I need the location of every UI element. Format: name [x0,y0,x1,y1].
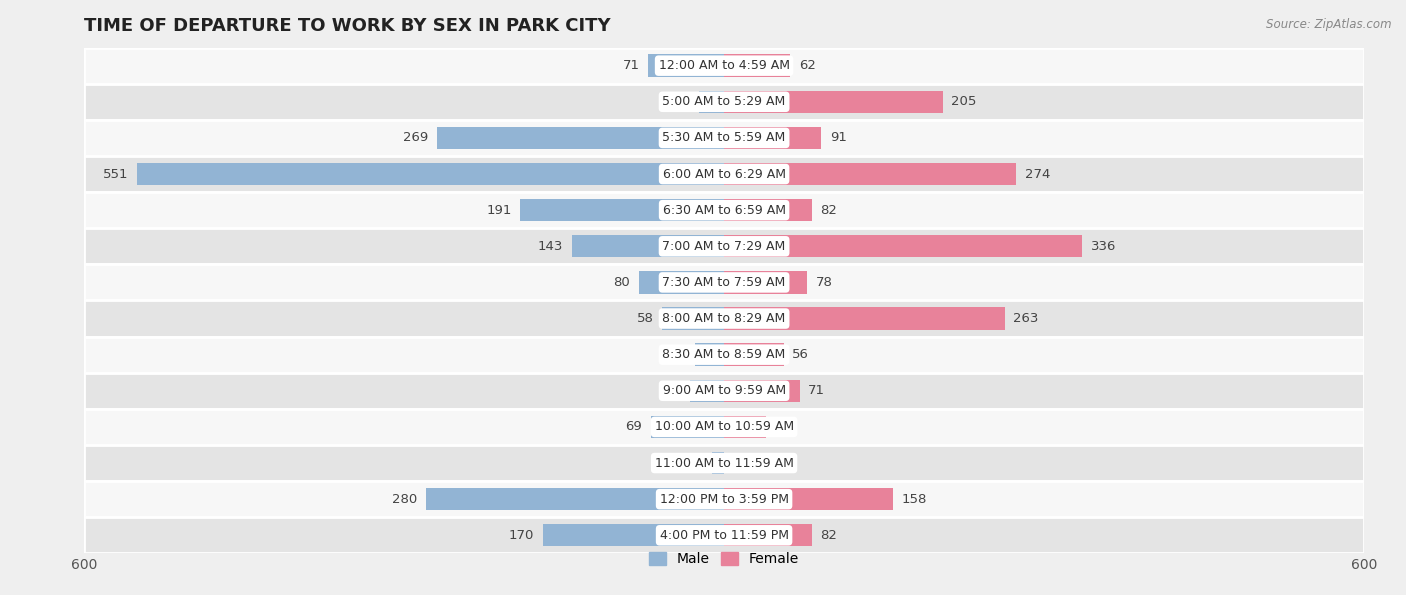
Bar [84,445,1364,481]
Bar [84,192,1364,228]
Text: 82: 82 [820,529,837,542]
Bar [724,524,811,546]
Text: 58: 58 [637,312,654,325]
Bar [724,235,1083,258]
Bar [84,84,1364,120]
Bar [724,127,821,149]
Bar [84,337,1364,372]
Text: 7:00 AM to 7:29 AM: 7:00 AM to 7:29 AM [662,240,786,253]
Bar [662,308,724,330]
Bar [136,163,724,185]
Text: 12:00 PM to 3:59 PM: 12:00 PM to 3:59 PM [659,493,789,506]
Text: 32: 32 [665,384,682,397]
Bar [84,228,1364,264]
Text: 39: 39 [775,421,792,433]
Text: 69: 69 [626,421,643,433]
Bar [638,271,724,293]
Bar [84,300,1364,337]
Text: 158: 158 [901,493,927,506]
Text: 8:00 AM to 8:29 AM: 8:00 AM to 8:29 AM [662,312,786,325]
Text: 24: 24 [673,95,690,108]
Text: 263: 263 [1014,312,1039,325]
Text: 5:30 AM to 5:59 AM: 5:30 AM to 5:59 AM [662,131,786,145]
Text: 9:00 AM to 9:59 AM: 9:00 AM to 9:59 AM [662,384,786,397]
Text: 8:30 AM to 8:59 AM: 8:30 AM to 8:59 AM [662,348,786,361]
Text: 6:30 AM to 6:59 AM: 6:30 AM to 6:59 AM [662,203,786,217]
Bar [520,199,724,221]
Text: Source: ZipAtlas.com: Source: ZipAtlas.com [1267,18,1392,31]
Bar [690,380,724,402]
Bar [724,90,942,113]
Text: 5:00 AM to 5:29 AM: 5:00 AM to 5:29 AM [662,95,786,108]
Bar [84,409,1364,445]
Text: 12:00 AM to 4:59 AM: 12:00 AM to 4:59 AM [658,59,790,72]
Text: 71: 71 [808,384,825,397]
Bar [724,199,811,221]
Text: 80: 80 [613,276,630,289]
Bar [572,235,724,258]
Bar [724,380,800,402]
Bar [84,481,1364,517]
Bar [724,271,807,293]
Bar [724,416,766,438]
Text: TIME OF DEPARTURE TO WORK BY SEX IN PARK CITY: TIME OF DEPARTURE TO WORK BY SEX IN PARK… [84,17,612,35]
Text: 274: 274 [1025,168,1050,180]
Text: 7:30 AM to 7:59 AM: 7:30 AM to 7:59 AM [662,276,786,289]
Text: 27: 27 [669,348,686,361]
Bar [84,372,1364,409]
Text: 0: 0 [733,456,741,469]
Bar [724,308,1004,330]
Bar [437,127,724,149]
Text: 4:00 PM to 11:59 PM: 4:00 PM to 11:59 PM [659,529,789,542]
Text: 336: 336 [1091,240,1116,253]
Bar [724,163,1017,185]
Bar [696,343,724,366]
Text: 56: 56 [793,348,810,361]
Bar [713,452,724,474]
Bar [426,488,724,511]
Text: 62: 62 [799,59,815,72]
Bar [543,524,724,546]
Text: 11: 11 [688,456,704,469]
Legend: Male, Female: Male, Female [644,547,804,572]
Text: 551: 551 [103,168,128,180]
Bar [699,90,724,113]
Text: 78: 78 [815,276,832,289]
Text: 71: 71 [623,59,640,72]
Text: 10:00 AM to 10:59 AM: 10:00 AM to 10:59 AM [655,421,793,433]
Bar [84,48,1364,84]
Bar [648,55,724,77]
Text: 143: 143 [537,240,562,253]
Text: 191: 191 [486,203,512,217]
Text: 170: 170 [509,529,534,542]
Bar [84,120,1364,156]
Text: 11:00 AM to 11:59 AM: 11:00 AM to 11:59 AM [655,456,793,469]
Bar [724,488,893,511]
Text: 280: 280 [392,493,418,506]
Text: 205: 205 [952,95,977,108]
Text: 6:00 AM to 6:29 AM: 6:00 AM to 6:29 AM [662,168,786,180]
Text: 82: 82 [820,203,837,217]
Bar [84,156,1364,192]
Text: 91: 91 [830,131,846,145]
Bar [724,343,783,366]
Bar [84,517,1364,553]
Bar [724,55,790,77]
Bar [84,264,1364,300]
Bar [651,416,724,438]
Text: 269: 269 [404,131,429,145]
